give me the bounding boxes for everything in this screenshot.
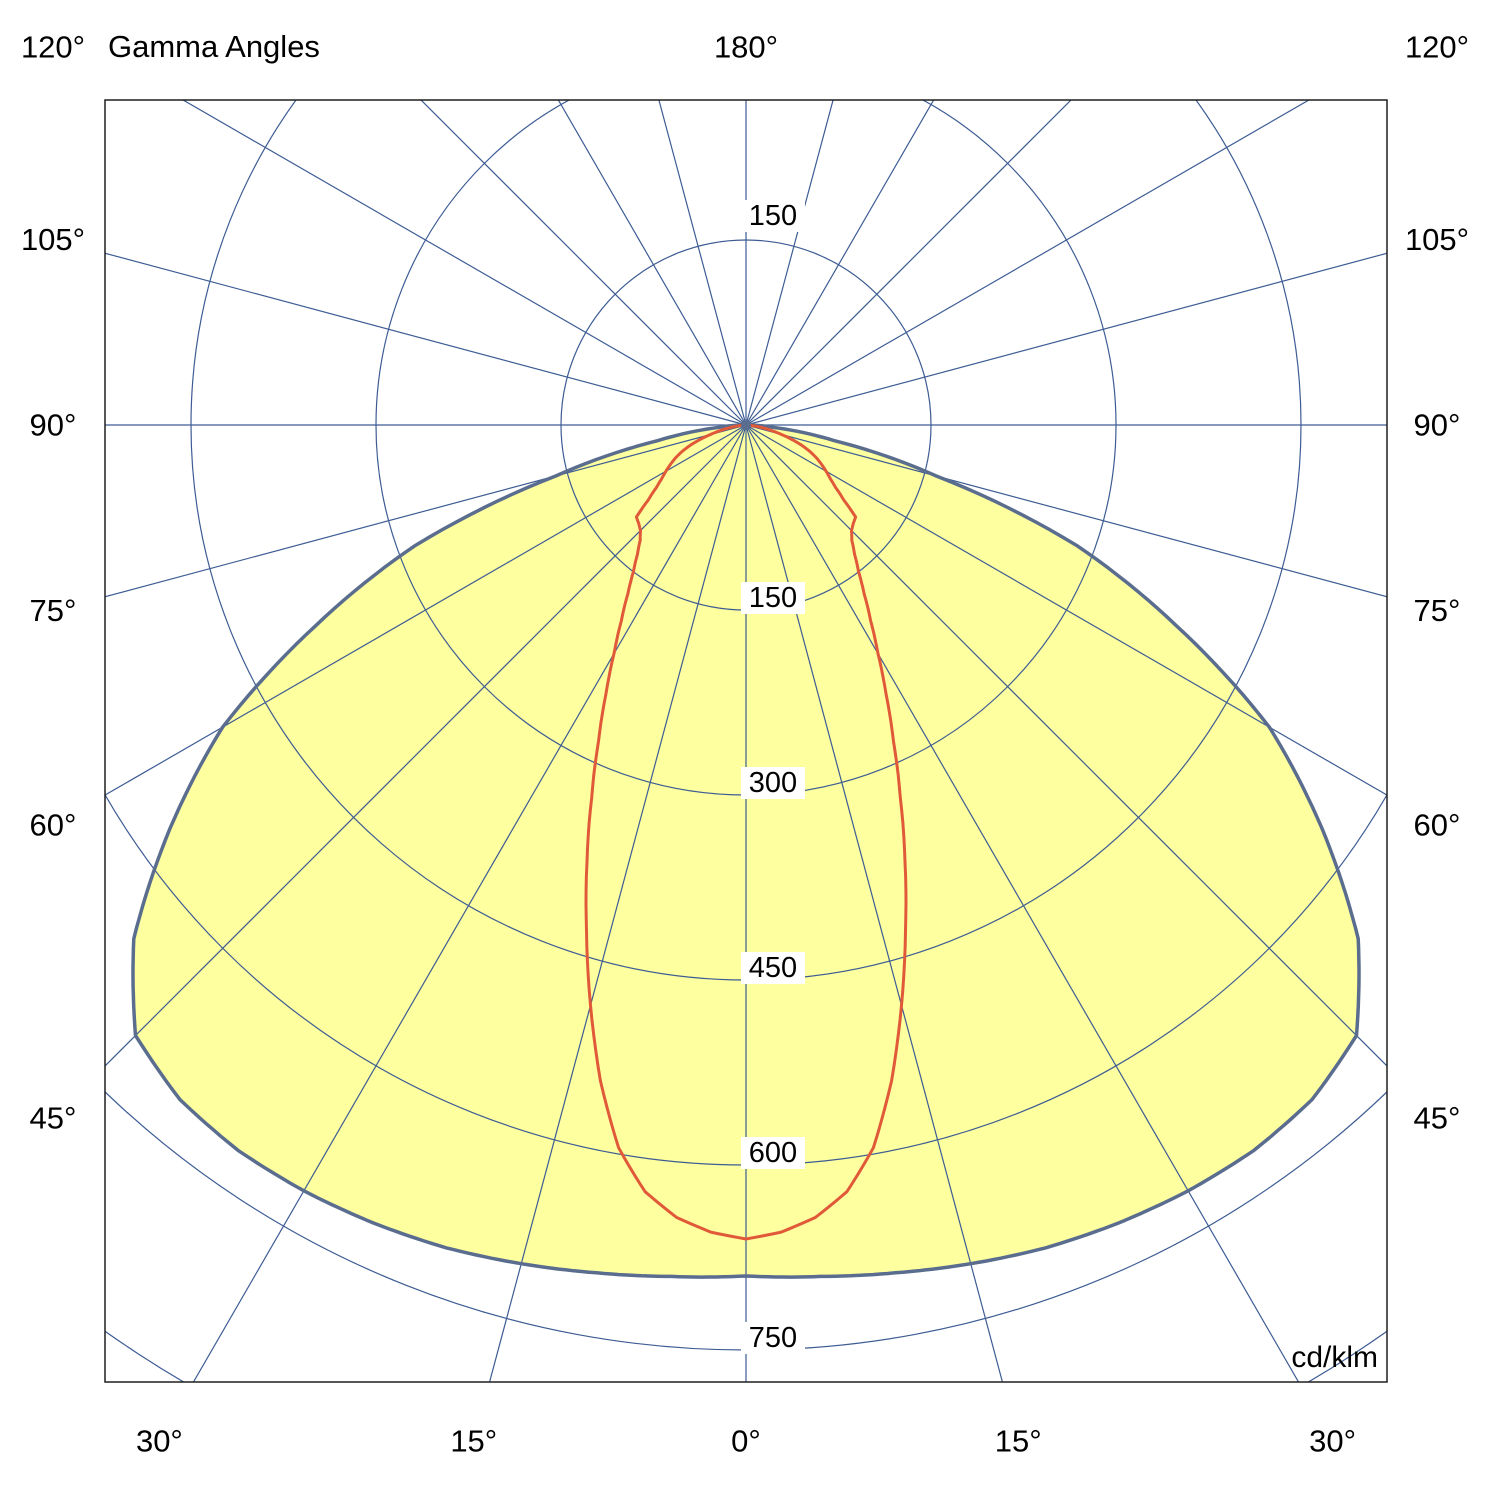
gamma-label-bottom: 15° xyxy=(450,1424,497,1459)
gamma-label-right: 60° xyxy=(1414,808,1461,843)
gamma-label-right: 105° xyxy=(1405,222,1469,257)
unit-label: cd/klm xyxy=(1291,1341,1378,1374)
radial-tick-label: 150 xyxy=(749,200,797,232)
gamma-label-right: 45° xyxy=(1414,1101,1461,1136)
gamma-label-bottom: 15° xyxy=(995,1424,1042,1459)
radial-tick-label: 150 xyxy=(749,582,797,614)
radial-tick-label: 300 xyxy=(749,767,797,799)
chart-title: Gamma Angles xyxy=(108,29,320,64)
radial-tick-label: 600 xyxy=(749,1137,797,1169)
gamma-label-left: 90° xyxy=(30,408,77,443)
gamma-label-bottom: 30° xyxy=(136,1424,183,1459)
gamma-label-bottom: 0° xyxy=(731,1424,761,1459)
radial-tick-label: 450 xyxy=(749,952,797,984)
gamma-label-left: 60° xyxy=(30,808,77,843)
gamma-label-left: 105° xyxy=(21,222,85,257)
gamma-label-right: 120° xyxy=(1405,30,1469,65)
radial-tick-label: 750 xyxy=(749,1322,797,1354)
gamma-label-top: 180° xyxy=(714,30,778,65)
gamma-label-right: 90° xyxy=(1414,408,1461,443)
gamma-label-left: 45° xyxy=(30,1101,77,1136)
gamma-label-right: 75° xyxy=(1414,593,1461,628)
gamma-label-left: 120° xyxy=(21,30,85,65)
gamma-label-bottom: 30° xyxy=(1309,1424,1356,1459)
gamma-label-left: 75° xyxy=(30,593,77,628)
